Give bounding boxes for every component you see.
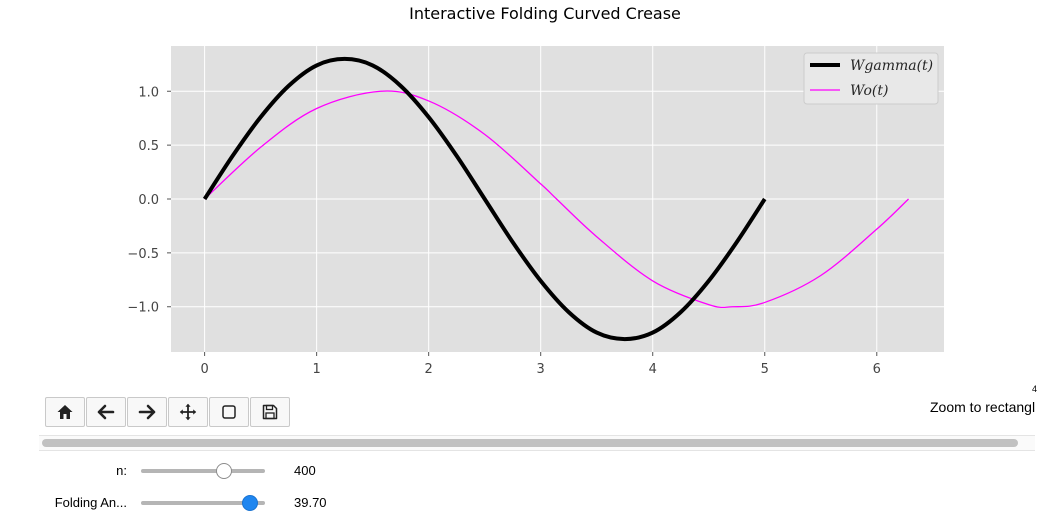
y-tick-label: 0.5 bbox=[138, 139, 159, 154]
y-tick-label: −0.5 bbox=[127, 247, 159, 262]
status-corner-text: 4 bbox=[1032, 384, 1038, 394]
slider-folding-angle-thumb[interactable] bbox=[242, 495, 259, 511]
zoom-button[interactable] bbox=[209, 397, 249, 427]
horizontal-scrollbar[interactable] bbox=[39, 435, 1035, 451]
y-tick-label: 1.0 bbox=[138, 85, 159, 100]
y-axis-ticks: −1.0 −0.5 0.0 0.5 1.0 bbox=[127, 85, 171, 316]
arrow-right-icon bbox=[138, 404, 156, 420]
home-button[interactable] bbox=[45, 397, 85, 427]
status-message: Zoom to rectangl bbox=[930, 399, 1036, 415]
slider-n-label: n: bbox=[116, 463, 127, 478]
slider-folding-angle-value: 39.70 bbox=[294, 495, 327, 510]
x-tick-label: 0 bbox=[200, 362, 208, 377]
x-tick-label: 4 bbox=[649, 362, 657, 377]
slider-folding-angle: Folding An... 39.70 bbox=[0, 491, 420, 515]
x-tick-label: 3 bbox=[537, 362, 545, 377]
save-button[interactable] bbox=[250, 397, 290, 427]
chart-title: Interactive Folding Curved Crease bbox=[409, 4, 681, 23]
forward-button[interactable] bbox=[127, 397, 167, 427]
legend-label-series-1: Wo(t) bbox=[850, 83, 888, 99]
arrow-left-icon bbox=[97, 404, 115, 420]
slider-folding-angle-label: Folding An... bbox=[54, 495, 127, 510]
slider-n-value: 400 bbox=[294, 463, 316, 478]
legend-label-series-0: Wgamma(t) bbox=[850, 58, 933, 74]
navigation-toolbar bbox=[45, 397, 291, 427]
move-icon bbox=[179, 403, 197, 421]
series-lines bbox=[202, 56, 909, 342]
x-tick-label: 1 bbox=[312, 362, 320, 377]
scrollbar-thumb[interactable] bbox=[42, 439, 1018, 447]
slider-n-track[interactable] bbox=[141, 463, 265, 479]
figure-canvas: Interactive Folding Curved Crease 0 1 2 3 4 5… bbox=[127, 4, 944, 377]
pan-button[interactable] bbox=[168, 397, 208, 427]
x-tick-label: 2 bbox=[425, 362, 433, 377]
home-icon bbox=[57, 405, 73, 419]
save-icon bbox=[262, 404, 278, 420]
x-tick-label: 5 bbox=[761, 362, 769, 377]
back-button[interactable] bbox=[86, 397, 126, 427]
x-tick-label: 6 bbox=[873, 362, 881, 377]
y-tick-label: −1.0 bbox=[127, 301, 159, 316]
slider-n: n: 400 bbox=[0, 459, 420, 483]
zoom-rectangle-icon bbox=[222, 405, 236, 419]
y-tick-label: 0.0 bbox=[138, 193, 159, 208]
slider-folding-angle-track[interactable] bbox=[141, 495, 265, 511]
series-line-0 bbox=[202, 56, 767, 342]
legend: Wgamma(t) Wo(t) bbox=[803, 52, 939, 105]
slider-n-thumb[interactable] bbox=[216, 463, 233, 479]
x-axis-ticks: 0 1 2 3 4 5 6 bbox=[200, 352, 881, 377]
series-line-1 bbox=[204, 90, 909, 309]
